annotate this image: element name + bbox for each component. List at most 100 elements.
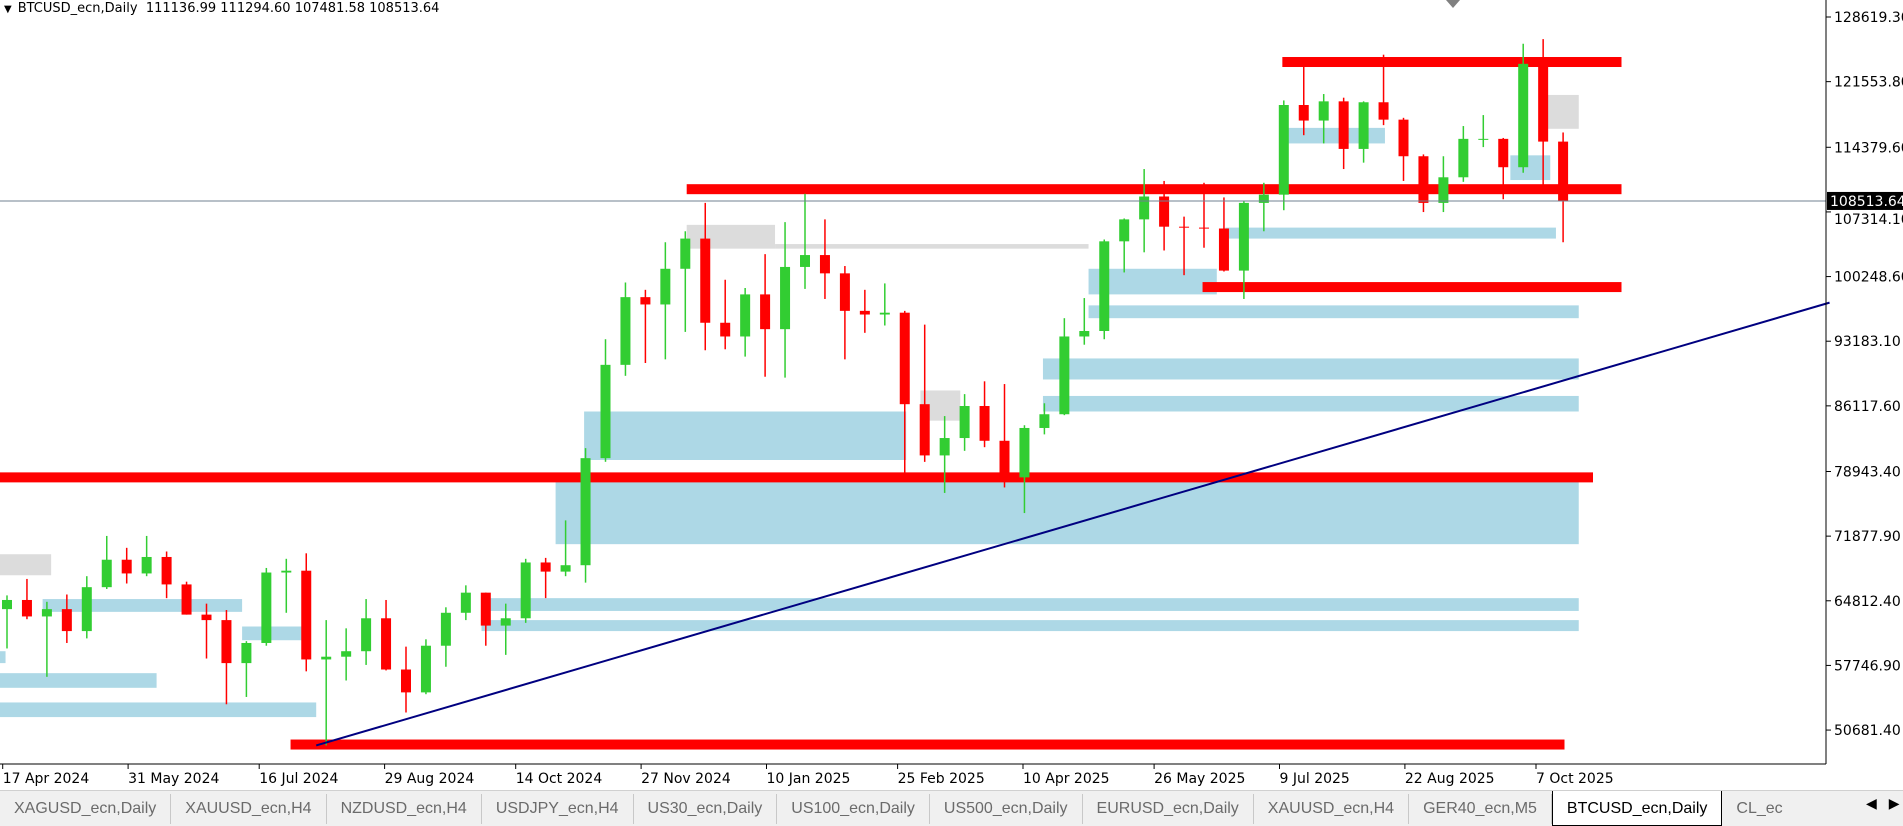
date-tick-label: 9 Jul 2025	[1280, 771, 1350, 787]
date-tick-label: 31 May 2024	[128, 771, 219, 787]
tab-nzdusd-ecn-h4[interactable]: NZDUSD_ecn,H4	[327, 794, 482, 824]
candle-body	[480, 592, 491, 626]
candle-body	[839, 273, 850, 311]
horizontal-level	[0, 472, 1593, 483]
candle-body	[1518, 63, 1529, 168]
chart-tabs: XAGUSD_ecn,Daily XAUUSD_ecn,H4 NZDUSD_ecn,…	[0, 790, 1860, 826]
zone-rect	[1544, 94, 1579, 129]
zone-rect	[775, 244, 1089, 249]
candle-body	[560, 565, 571, 572]
candle-body	[1458, 138, 1469, 178]
date-tick-label: 16 Jul 2024	[259, 771, 338, 787]
price-tick-label: 121553.80	[1834, 75, 1903, 91]
zone-rect	[686, 224, 776, 249]
candle-body	[979, 406, 990, 441]
candle-body	[700, 238, 711, 323]
candle-body	[1378, 102, 1389, 120]
candle-body	[959, 406, 970, 439]
zone-rect	[555, 481, 1579, 545]
candle-body	[281, 570, 292, 573]
trendline	[315, 301, 1830, 747]
candle-body	[261, 572, 272, 643]
date-tick-label: 17 Apr 2024	[3, 771, 90, 787]
candle-body	[1159, 196, 1170, 227]
arrow-left-icon[interactable]: ◀	[1866, 796, 1877, 812]
zone-rect	[0, 651, 6, 664]
date-tick-label: 22 Aug 2025	[1405, 771, 1495, 787]
candle-body	[640, 297, 651, 305]
marker-diamond-icon	[1446, 0, 1460, 8]
candle-body	[780, 266, 791, 330]
candle-body	[819, 255, 830, 274]
candle-body	[939, 438, 950, 456]
horizontal-level	[686, 184, 1622, 195]
axes-layer: 128619.30 121553.80 114379.60 107314.10 1002…	[0, 0, 1903, 787]
overlay-layer	[0, 0, 1830, 747]
candle-body	[680, 238, 691, 269]
candle-body	[41, 609, 52, 617]
price-tick-label: 78943.40	[1834, 464, 1901, 480]
price-tick-label: 64812.40	[1834, 594, 1901, 610]
tab-us30-ecn-daily[interactable]: US30_ecn,Daily	[634, 794, 778, 824]
zone-rect	[0, 554, 52, 576]
candle-body	[1079, 330, 1090, 337]
candle-body	[361, 618, 372, 652]
levels-layer	[0, 57, 1622, 750]
candle-body	[81, 587, 92, 632]
arrow-right-icon[interactable]: ▶	[1888, 796, 1900, 812]
tab-eurusd-ecn-daily[interactable]: EURUSD_ecn,Daily	[1083, 794, 1254, 824]
tab-usdjpy-ecn-h4[interactable]: USDJPY_ecn,H4	[482, 794, 634, 824]
tab-scroll: ◀ ▶	[1866, 796, 1900, 812]
date-tick-label: 26 May 2025	[1154, 771, 1245, 787]
candle-body	[2, 599, 12, 610]
symbol-label: BTCUSD_ecn,Daily	[17, 1, 138, 16]
tab-us500-ecn-daily[interactable]: US500_ecn,Daily	[930, 794, 1083, 824]
zones-layer	[0, 94, 1579, 718]
zone-rect	[0, 673, 157, 688]
horizontal-level	[290, 739, 1565, 750]
price-tick-label: 71877.90	[1834, 529, 1901, 545]
zone-rect	[1510, 155, 1551, 181]
tab-xauusd-ecn-h4[interactable]: XAUUSD_ecn,H4	[1254, 794, 1410, 824]
candle-body	[221, 620, 232, 664]
candle-body	[21, 599, 32, 617]
date-tick-label: 27 Nov 2024	[641, 771, 731, 787]
candle-body	[1179, 226, 1190, 228]
tab-cl-ec[interactable]: CL_ec	[1736, 800, 1783, 817]
candle-body	[720, 322, 731, 337]
candle-body	[580, 458, 591, 566]
date-tick-label: 10 Apr 2025	[1023, 771, 1110, 787]
candle-body	[401, 669, 411, 693]
candle-body	[1039, 414, 1050, 428]
candle-body	[740, 294, 751, 337]
zone-rect	[242, 626, 308, 641]
candle-body	[899, 312, 910, 405]
candle-body	[620, 297, 631, 365]
price-chart[interactable]: 128619.30 121553.80 114379.60 107314.10 1002…	[0, 0, 1903, 790]
candle-body	[161, 556, 172, 585]
candle-body	[859, 310, 870, 315]
candle-body	[1478, 138, 1489, 140]
price-tick-label: 128619.30	[1834, 10, 1903, 26]
candle-body	[1338, 101, 1349, 149]
candle-body	[1498, 138, 1509, 168]
candle-body	[1199, 227, 1209, 229]
candle-body	[101, 559, 112, 588]
tab-ger40-ecn-m5[interactable]: GER40_ecn,M5	[1409, 794, 1552, 824]
horizontal-level	[1202, 282, 1622, 293]
price-tick-label: 50681.40	[1834, 723, 1901, 739]
zone-rect	[1282, 127, 1385, 144]
horizontal-level	[1282, 57, 1622, 68]
tab-btcusd-ecn-daily[interactable]: BTCUSD_ecn,Daily	[1551, 791, 1723, 826]
triangle-down-icon[interactable]: ▼	[4, 4, 12, 15]
zone-rect	[1042, 395, 1579, 412]
ohlc-readout: 111136.99 111294.60 107481.58 108513.64	[145, 1, 440, 16]
zone-rect	[1225, 227, 1556, 239]
tab-xauusd-ecn-h4[interactable]: XAUUSD_ecn,H4	[171, 794, 327, 824]
zone-rect	[481, 620, 1579, 632]
tab-xagusd-ecn-daily[interactable]: XAGUSD_ecn,Daily	[0, 794, 172, 824]
candle-body	[321, 656, 332, 660]
chart-header: ▼ BTCUSD_ecn,Daily 111136.99 111294.60 10…	[4, 1, 439, 16]
tab-us100-ecn-daily[interactable]: US100_ecn,Daily	[777, 794, 930, 824]
price-tick-label: 107314.10	[1834, 212, 1903, 228]
